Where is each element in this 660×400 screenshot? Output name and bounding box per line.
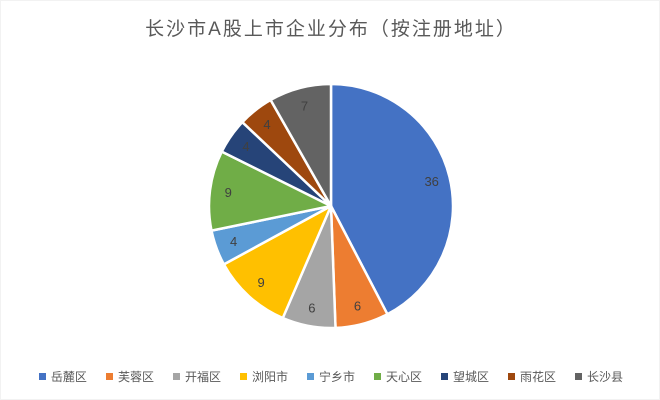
data-label-雨花区: 4 xyxy=(263,117,270,132)
legend-label: 岳麓区 xyxy=(50,370,87,384)
data-label-长沙县: 7 xyxy=(301,98,308,113)
legend-label: 宁乡市 xyxy=(318,370,355,384)
pie-slice-天心区 xyxy=(207,150,333,232)
legend-swatch-icon xyxy=(374,373,381,380)
legend-item-雨花区: 雨花区 xyxy=(508,368,556,385)
legend-label: 雨花区 xyxy=(520,370,557,384)
legend-item-开福区: 开福区 xyxy=(172,368,221,385)
data-label-天心区: 9 xyxy=(225,185,232,200)
data-label-浏阳市: 9 xyxy=(257,275,264,290)
legend-swatch-icon xyxy=(575,373,583,380)
data-label-岳麓区: 36 xyxy=(424,174,438,189)
legend-item-芙蓉区: 芙蓉区 xyxy=(105,368,154,385)
legend-item-望城区: 望城区 xyxy=(441,368,489,385)
pie-slice-浏阳市 xyxy=(222,204,333,320)
legend-item-长沙县: 长沙县 xyxy=(575,368,623,385)
pie-slice-岳麓区 xyxy=(329,82,455,316)
legend-label: 开福区 xyxy=(184,370,221,384)
chart-legend: 岳麓区 芙蓉区 开福区 浏阳市 宁乡市 天心区 望城区 雨花区 长沙县 xyxy=(1,368,659,385)
legend-item-浏阳市: 浏阳市 xyxy=(239,368,288,385)
legend-item-岳麓区: 岳麓区 xyxy=(38,368,87,385)
legend-label: 芙蓉区 xyxy=(117,370,154,384)
legend-label: 天心区 xyxy=(386,370,423,384)
legend-swatch-icon xyxy=(306,373,314,380)
data-label-开福区: 6 xyxy=(308,300,315,315)
legend-item-宁乡市: 宁乡市 xyxy=(306,368,355,385)
legend-item-天心区: 天心区 xyxy=(374,368,422,385)
chart-title: 长沙市A股上市企业分布（按注册地址） xyxy=(145,19,517,40)
data-label-望城区: 4 xyxy=(242,139,249,154)
legend-swatch-icon xyxy=(239,373,247,380)
legend-swatch-icon xyxy=(38,373,46,380)
data-label-芙蓉区: 6 xyxy=(354,299,361,314)
legend-swatch-icon xyxy=(105,373,113,380)
legend-label: 浏阳市 xyxy=(251,370,288,384)
legend-swatch-icon xyxy=(172,373,180,380)
pie-slice-长沙县 xyxy=(269,82,333,208)
data-label-宁乡市: 4 xyxy=(230,234,237,249)
legend-label: 望城区 xyxy=(453,370,490,384)
legend-label: 长沙县 xyxy=(587,370,624,384)
legend-swatch-icon xyxy=(441,373,449,380)
legend-swatch-icon xyxy=(508,373,516,380)
